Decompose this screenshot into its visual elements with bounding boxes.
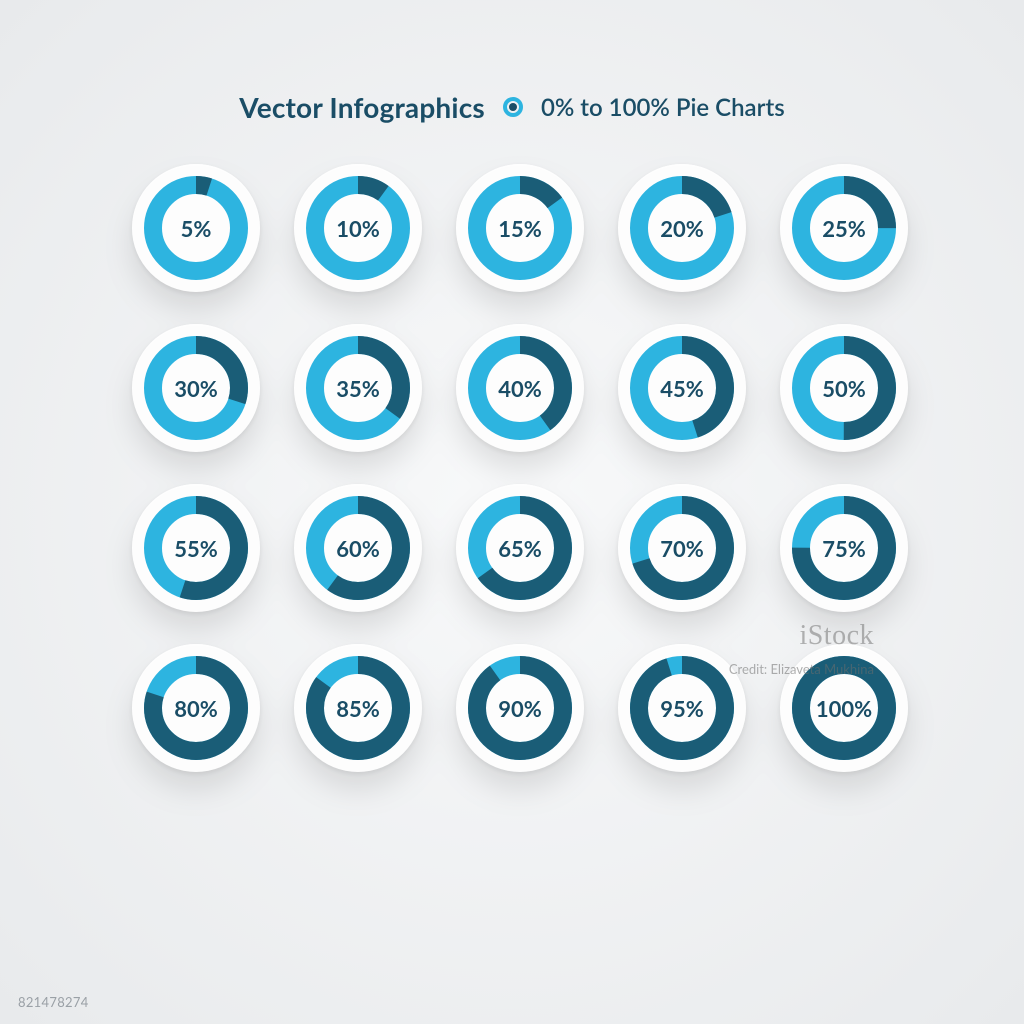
donut-chart: 55%: [132, 484, 260, 612]
donut-chart: 20%: [618, 164, 746, 292]
header: Vector Infographics 0% to 100% Pie Chart…: [239, 90, 784, 124]
donut-label: 70%: [660, 535, 704, 562]
donut-label: 60%: [336, 535, 380, 562]
donut-label: 20%: [660, 215, 704, 242]
donut-grid: 5% 10% 15% 20% 25% 30% 35% 40% 45% 50% 55% 60% 65% 70…: [132, 164, 892, 772]
donut-chart: 65%: [456, 484, 584, 612]
donut-label: 85%: [336, 695, 380, 722]
donut-chart: 45%: [618, 324, 746, 452]
donut-label: 45%: [660, 375, 704, 402]
watermark-credit: Credit: Elizaveta Mukhina: [729, 660, 874, 679]
donut-chart: 85%: [294, 644, 422, 772]
page-subtitle: 0% to 100% Pie Charts: [541, 93, 785, 122]
donut-label: 35%: [336, 375, 380, 402]
donut-chart: 25%: [780, 164, 908, 292]
credit-value: Elizaveta Mukhina: [770, 661, 874, 677]
donut-chart: 40%: [456, 324, 584, 452]
donut-chart: 15%: [456, 164, 584, 292]
donut-label: 90%: [498, 695, 542, 722]
bullet-icon: [503, 97, 523, 117]
donut-label: 5%: [181, 215, 212, 242]
donut-chart: 10%: [294, 164, 422, 292]
donut-chart: 60%: [294, 484, 422, 612]
donut-chart: 70%: [618, 484, 746, 612]
donut-label: 65%: [498, 535, 542, 562]
donut-label: 40%: [498, 375, 542, 402]
credit-label: Credit:: [729, 661, 767, 677]
donut-label: 15%: [498, 215, 542, 242]
donut-label: 80%: [174, 695, 218, 722]
donut-chart: 50%: [780, 324, 908, 452]
donut-chart: 5%: [132, 164, 260, 292]
watermark-brand: iStock: [799, 620, 874, 652]
donut-label: 75%: [822, 535, 866, 562]
image-id: 821478274: [18, 994, 89, 1010]
donut-chart: 30%: [132, 324, 260, 452]
donut-chart: 80%: [132, 644, 260, 772]
donut-label: 50%: [822, 375, 866, 402]
donut-chart: 90%: [456, 644, 584, 772]
donut-label: 10%: [336, 215, 380, 242]
page-title: Vector Infographics: [239, 90, 485, 124]
donut-label: 30%: [174, 375, 218, 402]
donut-label: 25%: [822, 215, 866, 242]
donut-chart: 75%: [780, 484, 908, 612]
donut-label: 55%: [174, 535, 218, 562]
donut-label: 95%: [660, 695, 704, 722]
donut-label: 100%: [816, 695, 872, 722]
donut-chart: 95%: [618, 644, 746, 772]
donut-chart: 35%: [294, 324, 422, 452]
